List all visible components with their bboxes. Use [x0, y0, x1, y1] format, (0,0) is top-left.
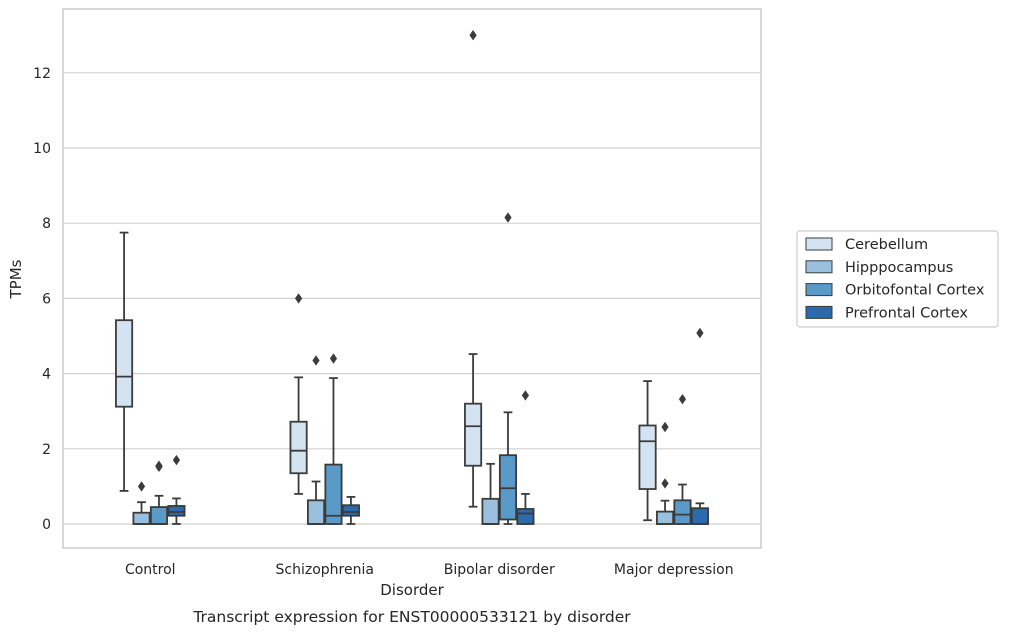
- outlier-point: [172, 454, 181, 466]
- box-body: [341, 504, 360, 517]
- outlier-point: [661, 421, 669, 433]
- legend-swatch: [805, 260, 833, 274]
- box-hipppocampus: [306, 355, 326, 525]
- y-tick-label: 8: [42, 216, 51, 232]
- legend-swatch: [805, 283, 833, 297]
- box-hipppocampus: [481, 462, 500, 525]
- legend-swatch: [805, 237, 833, 251]
- legend-label: Orbitofontal Cortex: [845, 283, 985, 299]
- legend-label: Cerebellum: [845, 237, 928, 253]
- x-axis-title: Disorder: [380, 581, 444, 599]
- legend: Cerebellum Hipppocampus Orbitofontal Corte…: [796, 230, 999, 328]
- box-body: [115, 319, 134, 408]
- box-prefrontal-cortex: [690, 327, 709, 525]
- box-prefrontal-cortex: [167, 454, 186, 525]
- box-body: [324, 463, 343, 525]
- box-body: [673, 499, 692, 525]
- outlier-point: [312, 355, 320, 366]
- box-cerebellum: [638, 380, 657, 522]
- x-tick-label: Major depression: [614, 562, 734, 578]
- box-body: [306, 499, 326, 525]
- box-prefrontal-cortex: [516, 390, 535, 525]
- chart-caption: Transcript expression for ENST0000053312…: [192, 608, 631, 626]
- y-tick-label: 10: [33, 141, 51, 157]
- legend-label: Hipppocampus: [845, 260, 953, 276]
- y-tick-label: 0: [42, 517, 51, 533]
- box-body: [149, 506, 169, 525]
- box-body: [690, 507, 709, 525]
- box-body: [498, 454, 518, 521]
- legend-frame: [796, 230, 999, 328]
- y-tick-label: 4: [42, 367, 51, 383]
- box-orbitofontal-cortex: [498, 212, 518, 525]
- box-body: [132, 511, 151, 525]
- x-tick-label: Control: [125, 562, 176, 578]
- y-tick-label: 6: [42, 291, 51, 307]
- plot-frame: [62, 8, 762, 549]
- box-orbitofontal-cortex: [149, 460, 169, 525]
- x-tick-label: Bipolar disorder: [444, 562, 555, 578]
- box-body: [516, 508, 535, 525]
- box-cerebellum: [115, 231, 134, 492]
- box-orbitofontal-cortex: [673, 393, 692, 525]
- x-tick-label: Schizophrenia: [276, 562, 374, 578]
- y-tick-label: 12: [33, 66, 51, 82]
- y-tick-label: 2: [42, 442, 51, 458]
- outlier-point: [329, 353, 338, 364]
- box-orbitofontal-cortex: [324, 353, 343, 525]
- axes-layer: 0 2 4 6 8 10 12 Control Schizophrenia Bipolar dis…: [33, 8, 762, 578]
- box-body: [464, 402, 483, 467]
- legend-swatch: [805, 305, 833, 319]
- boxes-layer: [115, 30, 709, 525]
- outlier-point: [678, 393, 687, 405]
- y-axis-title: TPMs: [7, 259, 25, 299]
- box-body: [481, 497, 500, 525]
- box-hipppocampus: [656, 421, 675, 525]
- outlier-point: [521, 390, 530, 401]
- outlier-point: [504, 212, 512, 223]
- outlier-point: [661, 478, 669, 489]
- outlier-point: [155, 460, 163, 471]
- box-hipppocampus: [132, 481, 151, 525]
- box-cerebellum: [464, 30, 483, 508]
- box-body: [656, 510, 675, 525]
- box-cerebellum: [289, 293, 308, 495]
- outlier-point: [294, 293, 303, 304]
- outlier-point: [469, 30, 477, 41]
- box-body: [167, 505, 186, 517]
- outlier-point: [696, 327, 704, 339]
- box-body: [289, 420, 308, 475]
- grid-layer: [63, 72, 761, 525]
- outlier-point: [137, 481, 146, 492]
- box-prefrontal-cortex: [341, 496, 360, 525]
- box-body: [638, 424, 657, 490]
- legend-label: Prefrontal Cortex: [845, 305, 968, 321]
